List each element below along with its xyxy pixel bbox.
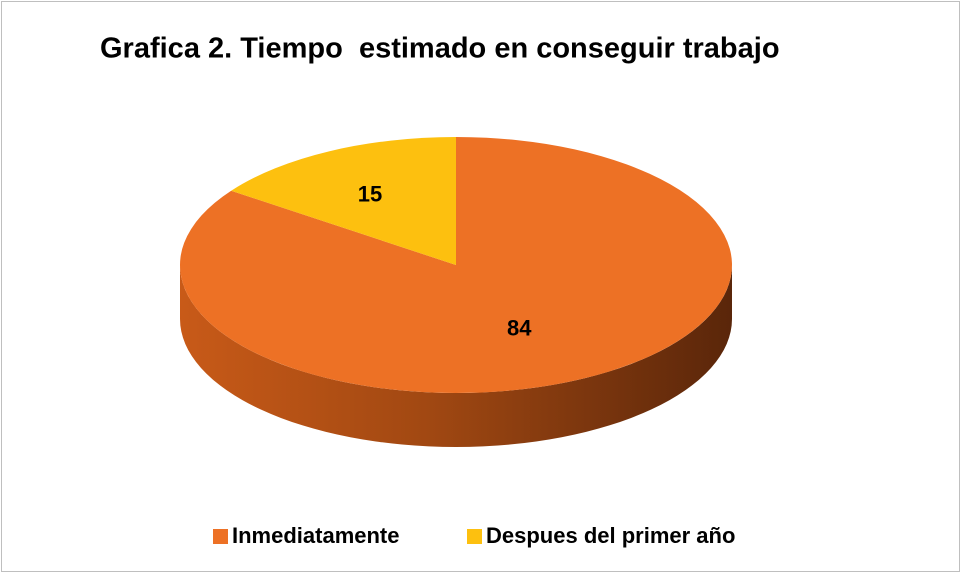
legend-swatch <box>467 529 482 544</box>
legend-label: Despues del primer año <box>486 523 735 548</box>
data-label: 84 <box>507 316 532 341</box>
pie-slice <box>231 137 456 265</box>
chart-title: Grafica 2. Tiempo estimado en conseguir … <box>100 33 780 65</box>
legend-label: Inmediatamente <box>232 523 400 548</box>
legend-swatch <box>213 529 228 544</box>
pie-side <box>180 265 732 447</box>
pie-slice <box>180 137 733 393</box>
data-label: 15 <box>358 181 382 206</box>
